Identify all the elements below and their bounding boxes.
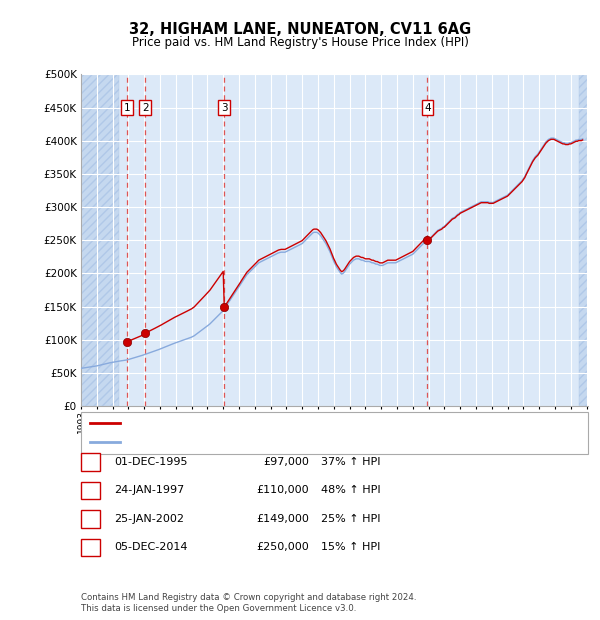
Text: 05-DEC-2014: 05-DEC-2014: [114, 542, 187, 552]
Text: 25-JAN-2002: 25-JAN-2002: [114, 514, 184, 524]
Text: 37% ↑ HPI: 37% ↑ HPI: [321, 457, 380, 467]
Text: 25% ↑ HPI: 25% ↑ HPI: [321, 514, 380, 524]
Text: 01-DEC-1995: 01-DEC-1995: [114, 457, 187, 467]
Text: Price paid vs. HM Land Registry's House Price Index (HPI): Price paid vs. HM Land Registry's House …: [131, 36, 469, 49]
Text: 3: 3: [221, 102, 227, 113]
Text: 15% ↑ HPI: 15% ↑ HPI: [321, 542, 380, 552]
Text: 32, HIGHAM LANE, NUNEATON, CV11 6AG: 32, HIGHAM LANE, NUNEATON, CV11 6AG: [129, 22, 471, 37]
Text: 4: 4: [87, 542, 94, 552]
Text: 48% ↑ HPI: 48% ↑ HPI: [321, 485, 380, 495]
Text: £110,000: £110,000: [256, 485, 309, 495]
Bar: [81, 74, 119, 406]
Text: HPI: Average price, detached house, Nuneaton and Bedworth: HPI: Average price, detached house, Nune…: [126, 437, 446, 447]
Text: 1: 1: [124, 102, 130, 113]
Text: 4: 4: [424, 102, 431, 113]
Text: 2: 2: [87, 485, 94, 495]
Text: £149,000: £149,000: [256, 514, 309, 524]
Text: 32, HIGHAM LANE, NUNEATON, CV11 6AG (detached house): 32, HIGHAM LANE, NUNEATON, CV11 6AG (det…: [126, 418, 438, 428]
Bar: [578, 74, 588, 406]
Text: 1: 1: [87, 457, 94, 467]
Text: £250,000: £250,000: [256, 542, 309, 552]
Text: Contains HM Land Registry data © Crown copyright and database right 2024.
This d: Contains HM Land Registry data © Crown c…: [81, 593, 416, 613]
Text: 3: 3: [87, 514, 94, 524]
Text: 24-JAN-1997: 24-JAN-1997: [114, 485, 184, 495]
Text: £97,000: £97,000: [263, 457, 309, 467]
Text: 2: 2: [142, 102, 149, 113]
